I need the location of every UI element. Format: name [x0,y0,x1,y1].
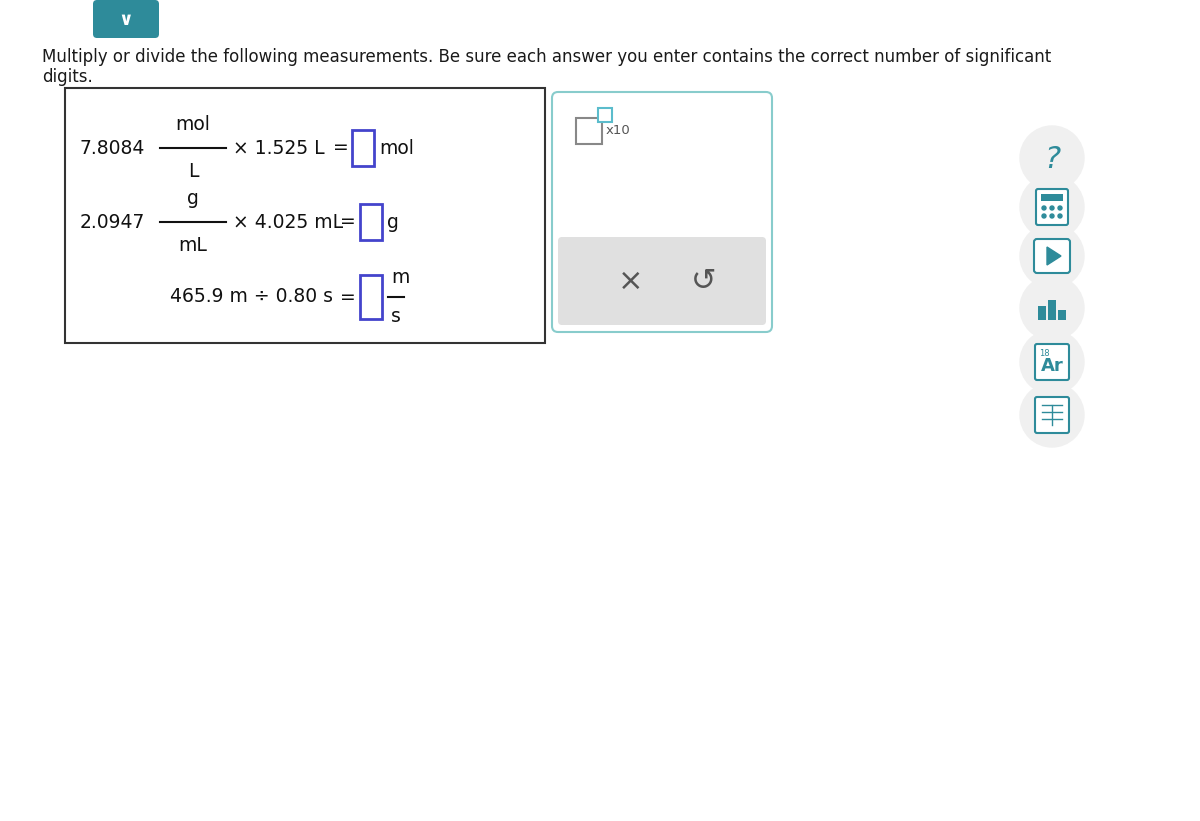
Text: =: = [334,139,349,158]
Text: mol: mol [175,115,210,134]
Text: 2.0947: 2.0947 [79,213,145,232]
Text: 18: 18 [1039,349,1050,358]
Circle shape [1020,126,1084,190]
Text: L: L [187,162,198,181]
FancyBboxPatch shape [1034,239,1070,273]
Circle shape [1020,330,1084,394]
Text: g: g [386,213,398,232]
Text: s: s [391,307,401,326]
FancyBboxPatch shape [558,237,766,325]
Text: ×: × [618,267,643,296]
Text: m: m [391,268,409,287]
Text: g: g [187,189,199,208]
Circle shape [1050,214,1054,218]
Bar [352,130,374,166]
Text: x10: x10 [606,125,631,137]
FancyBboxPatch shape [1034,397,1069,433]
FancyBboxPatch shape [94,0,158,38]
Circle shape [1042,214,1046,218]
Text: mL: mL [179,236,208,255]
Circle shape [1020,276,1084,340]
FancyBboxPatch shape [1034,344,1069,380]
Bar [576,118,602,144]
Circle shape [1020,383,1084,447]
Text: 7.8084: 7.8084 [79,139,145,158]
FancyBboxPatch shape [1036,189,1068,225]
Text: mol: mol [379,139,414,158]
Polygon shape [1046,247,1061,265]
Text: Ar: Ar [1040,357,1063,375]
Circle shape [1020,224,1084,288]
Bar [65,88,545,343]
Bar [1038,306,1046,320]
Circle shape [1058,214,1062,218]
Text: digits.: digits. [42,68,92,86]
Circle shape [1020,175,1084,239]
Text: ↺: ↺ [691,267,716,296]
Text: =: = [340,287,355,306]
Bar [1042,194,1063,201]
Text: ∨: ∨ [119,11,133,29]
Bar [1058,310,1066,320]
FancyBboxPatch shape [552,92,772,332]
Bar [1048,300,1056,320]
Circle shape [1058,206,1062,210]
Circle shape [1042,206,1046,210]
Text: × 4.025 mL: × 4.025 mL [233,213,343,232]
Bar [360,204,382,240]
Text: 465.9 m ÷ 0.80 s: 465.9 m ÷ 0.80 s [170,287,334,306]
Text: ?: ? [1044,144,1060,173]
Text: Multiply or divide the following measurements. Be sure each answer you enter con: Multiply or divide the following measure… [42,48,1051,66]
Bar [360,275,382,319]
Text: =: = [340,213,355,232]
Circle shape [1050,206,1054,210]
Text: × 1.525 L: × 1.525 L [233,139,325,158]
Bar [598,108,612,122]
